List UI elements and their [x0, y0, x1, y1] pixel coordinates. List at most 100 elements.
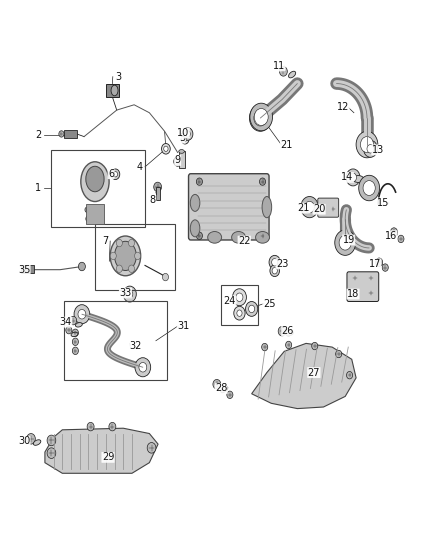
Circle shape [346, 169, 360, 186]
Circle shape [98, 216, 103, 222]
Text: 9: 9 [175, 156, 181, 165]
Circle shape [249, 305, 254, 313]
Bar [21, 265, 34, 273]
FancyBboxPatch shape [318, 198, 339, 217]
Circle shape [259, 232, 265, 239]
Ellipse shape [208, 231, 222, 243]
Circle shape [301, 197, 318, 217]
Text: 13: 13 [372, 145, 384, 155]
Circle shape [312, 342, 318, 350]
Ellipse shape [286, 331, 293, 336]
Text: 24: 24 [224, 296, 236, 306]
Circle shape [368, 274, 374, 282]
Circle shape [116, 265, 122, 272]
Polygon shape [252, 343, 356, 409]
Circle shape [254, 109, 268, 125]
Text: 14: 14 [341, 172, 353, 182]
Text: 28: 28 [215, 383, 227, 393]
Ellipse shape [111, 85, 118, 96]
FancyBboxPatch shape [188, 174, 269, 240]
Ellipse shape [81, 162, 109, 201]
Text: 23: 23 [276, 259, 288, 269]
Circle shape [367, 144, 374, 153]
Ellipse shape [110, 236, 141, 276]
Text: 21: 21 [280, 140, 293, 150]
Text: 10: 10 [177, 128, 190, 138]
Ellipse shape [190, 220, 200, 237]
Text: 5: 5 [179, 133, 185, 143]
Text: 31: 31 [177, 321, 190, 331]
Text: 29: 29 [102, 453, 114, 463]
Circle shape [66, 326, 72, 334]
Text: 22: 22 [238, 236, 251, 246]
Text: 8: 8 [150, 195, 156, 205]
Text: 35: 35 [18, 265, 30, 274]
Bar [86, 204, 104, 224]
Circle shape [236, 293, 243, 302]
Circle shape [162, 143, 170, 154]
Circle shape [123, 286, 136, 302]
Text: 4: 4 [137, 162, 143, 172]
Text: 7: 7 [102, 236, 108, 246]
Circle shape [356, 131, 378, 158]
Circle shape [270, 265, 279, 277]
Circle shape [127, 290, 133, 298]
Bar [179, 151, 185, 168]
Text: 21: 21 [298, 203, 310, 213]
Circle shape [272, 259, 278, 266]
Text: 20: 20 [313, 204, 325, 214]
Polygon shape [45, 428, 158, 473]
Ellipse shape [255, 231, 269, 243]
Ellipse shape [262, 197, 272, 217]
Circle shape [364, 140, 378, 157]
Circle shape [162, 273, 169, 281]
Circle shape [86, 216, 91, 222]
Circle shape [113, 172, 117, 177]
Circle shape [128, 265, 134, 272]
Circle shape [181, 134, 189, 144]
Circle shape [111, 169, 120, 180]
Circle shape [352, 274, 358, 282]
Text: 1: 1 [35, 183, 42, 193]
Ellipse shape [179, 150, 184, 154]
Circle shape [352, 289, 358, 297]
FancyBboxPatch shape [347, 272, 379, 302]
Circle shape [174, 157, 182, 166]
Circle shape [254, 110, 267, 126]
Circle shape [339, 235, 351, 250]
Circle shape [72, 329, 78, 336]
Circle shape [135, 358, 151, 377]
Circle shape [359, 175, 380, 201]
Circle shape [279, 67, 287, 76]
Bar [221, 285, 258, 325]
Circle shape [184, 137, 187, 141]
Circle shape [363, 181, 375, 196]
Circle shape [183, 127, 193, 140]
Circle shape [278, 326, 286, 336]
Circle shape [368, 289, 374, 297]
Bar [95, 224, 176, 290]
Text: 25: 25 [263, 298, 276, 309]
Circle shape [70, 317, 77, 325]
Text: 27: 27 [307, 368, 320, 377]
Circle shape [139, 362, 147, 372]
Circle shape [227, 391, 233, 399]
Circle shape [259, 178, 265, 185]
Ellipse shape [190, 195, 200, 212]
Circle shape [335, 230, 356, 255]
Circle shape [185, 131, 190, 137]
Circle shape [250, 105, 271, 131]
Circle shape [85, 207, 89, 213]
Circle shape [331, 206, 336, 213]
Ellipse shape [33, 440, 41, 445]
Circle shape [116, 239, 122, 247]
Circle shape [233, 289, 247, 306]
Circle shape [59, 131, 64, 137]
Ellipse shape [115, 241, 136, 270]
Text: 17: 17 [369, 259, 381, 269]
Circle shape [27, 433, 35, 444]
Circle shape [286, 341, 292, 349]
Circle shape [382, 264, 389, 271]
Text: 33: 33 [119, 288, 131, 298]
Circle shape [128, 239, 134, 247]
